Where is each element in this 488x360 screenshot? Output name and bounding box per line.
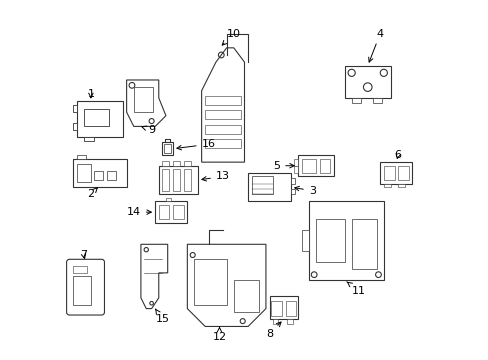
Text: 8: 8 — [265, 322, 281, 339]
Text: 3: 3 — [294, 186, 315, 196]
Text: 13: 13 — [202, 171, 229, 181]
Bar — [73, 266, 87, 273]
Bar — [380, 162, 411, 184]
Bar — [269, 296, 298, 319]
Text: 2: 2 — [87, 188, 97, 199]
Bar — [159, 166, 198, 194]
Bar — [164, 144, 171, 153]
Bar — [77, 164, 91, 182]
Bar — [251, 176, 272, 194]
Bar — [287, 319, 292, 324]
Bar — [183, 161, 190, 166]
Bar — [183, 169, 190, 191]
Bar — [77, 155, 85, 158]
Bar — [159, 205, 169, 219]
Bar — [271, 301, 282, 316]
Bar — [205, 111, 241, 119]
Bar — [162, 161, 169, 166]
Bar — [173, 169, 180, 191]
Text: 14: 14 — [126, 207, 151, 217]
Text: 15: 15 — [155, 309, 169, 324]
Bar — [372, 98, 381, 103]
Bar — [383, 166, 394, 180]
Bar — [134, 87, 153, 112]
Bar — [73, 105, 77, 112]
Bar — [298, 155, 333, 176]
Bar — [315, 219, 344, 262]
Bar — [173, 161, 180, 166]
Bar — [351, 98, 360, 103]
FancyBboxPatch shape — [66, 259, 104, 315]
Text: 4: 4 — [368, 28, 383, 62]
Text: 1: 1 — [87, 89, 94, 99]
Bar — [272, 319, 278, 324]
Bar — [94, 171, 103, 180]
Bar — [73, 123, 77, 130]
Bar — [162, 169, 169, 191]
Bar — [205, 125, 241, 134]
Bar — [293, 166, 298, 173]
Bar — [205, 96, 241, 105]
Bar — [290, 189, 294, 194]
Bar — [301, 158, 315, 173]
Bar — [290, 178, 294, 184]
Text: 11: 11 — [346, 282, 365, 296]
Bar — [165, 198, 171, 202]
Bar — [351, 219, 376, 269]
Bar — [293, 158, 298, 166]
Text: 16: 16 — [177, 139, 215, 150]
Bar — [73, 158, 126, 187]
Bar — [83, 109, 108, 126]
Bar — [83, 137, 94, 141]
Text: 9: 9 — [142, 125, 155, 135]
Bar — [397, 184, 405, 187]
Bar — [233, 280, 258, 312]
Bar — [173, 205, 183, 219]
Bar — [344, 66, 390, 98]
Bar — [397, 166, 408, 180]
Bar — [319, 158, 329, 173]
Text: 10: 10 — [222, 28, 240, 45]
Bar — [308, 202, 383, 280]
Bar — [301, 230, 308, 251]
Bar — [247, 173, 290, 202]
Bar — [73, 276, 91, 305]
Bar — [285, 301, 296, 316]
Text: 6: 6 — [394, 150, 401, 160]
Text: 5: 5 — [273, 161, 294, 171]
Bar — [162, 143, 173, 155]
Bar — [194, 258, 226, 305]
Bar — [205, 139, 241, 148]
Bar — [107, 171, 116, 180]
Bar — [155, 202, 187, 223]
Bar — [77, 102, 123, 137]
Text: 7: 7 — [80, 250, 87, 260]
Text: 12: 12 — [212, 327, 226, 342]
Bar — [383, 184, 390, 187]
